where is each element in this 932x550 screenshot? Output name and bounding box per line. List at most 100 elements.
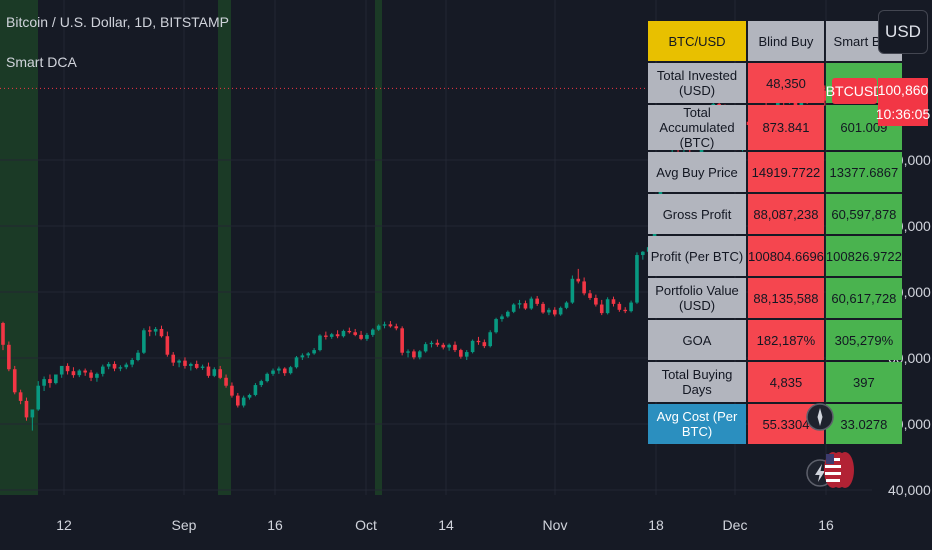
candle-body (30, 409, 35, 418)
candle-body (18, 392, 23, 401)
candle-body (236, 395, 240, 406)
candle-body (153, 328, 158, 332)
candle-body (306, 353, 311, 356)
candle-body (65, 365, 70, 372)
candle-body (48, 379, 52, 384)
candle-body (171, 354, 176, 363)
candle-body (24, 400, 29, 418)
table-row: Avg Cost (Per BTC) 55.3304 33.0278 (648, 404, 902, 444)
row-label: Total Accumulated (BTC) (648, 105, 746, 150)
candle-body (459, 350, 463, 357)
x-tick-label: 18 (648, 517, 664, 533)
candle-body (136, 352, 140, 360)
candle-body (130, 359, 134, 365)
candle-body (335, 334, 340, 337)
candle-body (95, 373, 99, 378)
candle-body (89, 372, 93, 378)
candle-body (576, 278, 581, 282)
candle-body (371, 329, 375, 335)
indicator-legend[interactable]: Smart DCA (6, 54, 77, 70)
candle-body (183, 360, 187, 366)
candle-body (570, 278, 575, 303)
candle-body (112, 363, 117, 369)
candle-body (1, 323, 5, 345)
y-tick-label: 40,000 (888, 482, 931, 498)
blind-value: 14919.7722 (748, 152, 824, 192)
candle-body (635, 255, 639, 303)
candle-body (535, 298, 539, 304)
compass-icon[interactable] (805, 402, 835, 432)
symbol-legend[interactable]: Bitcoin / U.S. Dollar, 1D, BITSTAMP (6, 14, 230, 30)
candle-body (265, 373, 269, 382)
candle-body (7, 344, 11, 370)
candle-body (124, 364, 129, 368)
row-label: Gross Profit (648, 194, 746, 234)
candle-body (429, 342, 434, 345)
candle-body (611, 299, 616, 304)
table-row: Avg Buy Price 14919.7722 13377.6867 (648, 152, 902, 192)
table-row: Profit (Per BTC) 100804.6696 100826.9722 (648, 236, 902, 276)
candle-body (359, 334, 363, 339)
candle-body (259, 381, 264, 386)
x-tick-label: 12 (56, 517, 72, 533)
row-label: GOA (648, 320, 746, 360)
candle-body (464, 352, 469, 357)
candle-body (552, 309, 557, 315)
candle-body (641, 251, 645, 256)
candle-body (83, 370, 87, 373)
candle-body (400, 328, 404, 353)
candle-body (329, 334, 334, 337)
candle-body (365, 334, 369, 339)
candle-body (588, 293, 592, 298)
candle-body (517, 303, 522, 305)
candle-body (165, 336, 170, 355)
candle-body (382, 324, 387, 326)
candle-body (247, 394, 252, 398)
candle-body (294, 357, 299, 368)
candle-body (194, 363, 199, 368)
candle-body (506, 311, 510, 317)
candle-body (271, 370, 275, 374)
candle-body (599, 304, 604, 314)
candle-body (36, 385, 41, 410)
candle-body (324, 335, 328, 337)
smart-value: 100826.9722 (825, 236, 902, 276)
candle-body (277, 368, 281, 371)
table-row: Total Buying Days 4,835 397 (648, 362, 902, 402)
smart-value: 13377.6867 (825, 152, 902, 192)
candle-body (388, 324, 393, 327)
candle-body (189, 363, 193, 366)
candle-body (159, 328, 164, 337)
table-row: GOA 182,187% 305,279% (648, 320, 902, 360)
candle-body (823, 90, 827, 101)
blind-value: 88,087,238 (748, 194, 824, 234)
blind-value: 48,350 (748, 63, 824, 103)
us-flag-icon[interactable] (823, 450, 855, 490)
x-tick-label: Dec (723, 517, 748, 533)
candle-body (511, 304, 516, 312)
header-blind-buy: Blind Buy (748, 21, 824, 61)
candle-body (547, 309, 551, 313)
x-tick-label: Nov (543, 517, 568, 533)
candle-body (582, 281, 586, 294)
candle-body (406, 351, 410, 353)
candle-body (605, 299, 610, 314)
candle-body (541, 303, 545, 313)
table-row: Total Accumulated (BTC) 873.841 601.009 (648, 105, 902, 150)
smart-value: 33.0278 (825, 404, 902, 444)
blind-value: 100804.6696 (748, 236, 824, 276)
candle-body (100, 366, 105, 374)
row-label: Portfolio Value (USD) (648, 278, 746, 318)
candle-body (318, 335, 322, 351)
blind-value: 4,835 (748, 362, 824, 402)
bar-countdown-tag: 10:36:05 (876, 102, 930, 126)
candle-body (59, 365, 64, 375)
highlight-band (375, 0, 382, 495)
candle-body (617, 303, 622, 310)
x-tick-label: 16 (818, 517, 834, 533)
smart-value: 60,617,728 (825, 278, 902, 318)
currency-button[interactable]: USD (878, 10, 928, 54)
candle-body (629, 302, 633, 312)
candle-body (12, 369, 17, 393)
table-header-row: BTC/USD Blind Buy Smart Buy (648, 21, 902, 61)
